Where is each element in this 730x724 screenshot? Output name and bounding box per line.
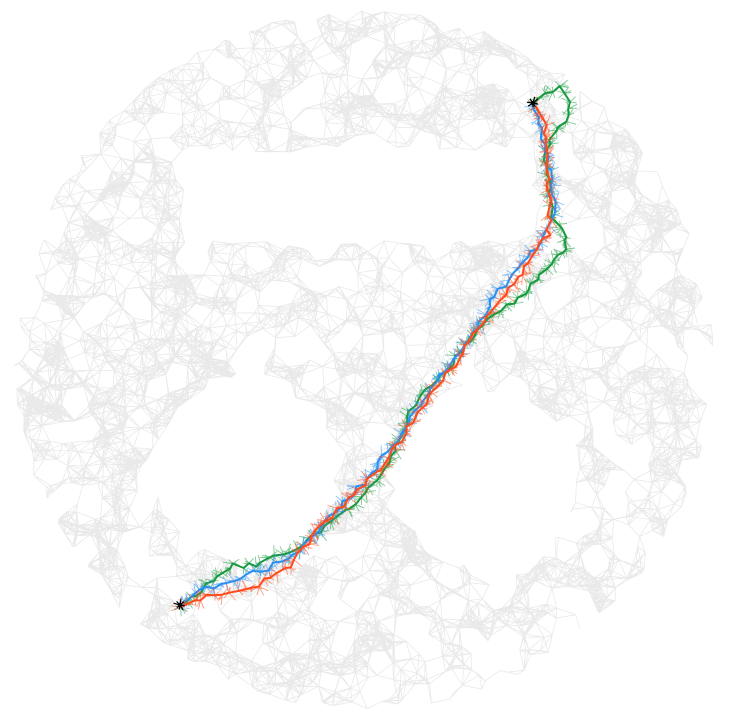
end-node <box>526 96 539 108</box>
start-node-dot <box>178 603 182 607</box>
background-edges <box>13 10 714 709</box>
path-red-line <box>180 105 552 609</box>
endpoint-layer <box>173 96 539 611</box>
end-node-dot <box>531 101 535 105</box>
path-layer <box>170 79 578 617</box>
start-node <box>173 598 185 611</box>
background-graph <box>13 10 714 709</box>
path-red <box>170 96 560 612</box>
